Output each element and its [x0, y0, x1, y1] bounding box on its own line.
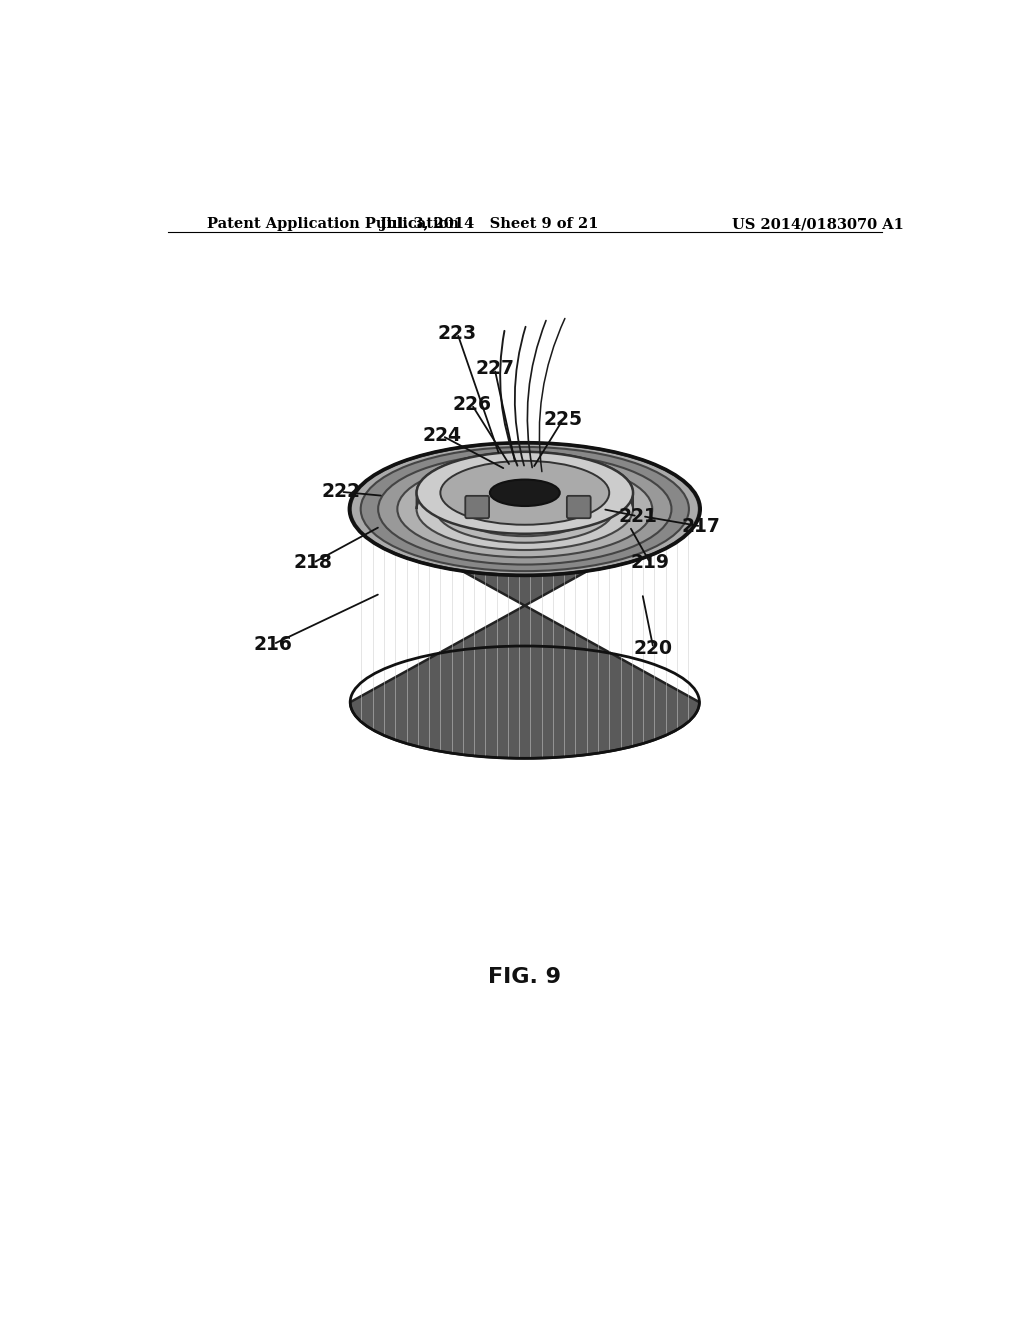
Text: 222: 222 [322, 482, 360, 502]
FancyBboxPatch shape [567, 496, 591, 519]
Text: 223: 223 [438, 323, 477, 343]
Ellipse shape [436, 475, 613, 543]
Ellipse shape [397, 461, 652, 557]
Text: Jul. 3, 2014   Sheet 9 of 21: Jul. 3, 2014 Sheet 9 of 21 [380, 218, 598, 231]
Text: 225: 225 [544, 411, 583, 429]
Ellipse shape [378, 454, 672, 565]
Text: 221: 221 [618, 507, 657, 525]
Text: Patent Application Publication: Patent Application Publication [207, 218, 460, 231]
Text: FIG. 9: FIG. 9 [488, 966, 561, 986]
Ellipse shape [489, 479, 560, 506]
Ellipse shape [454, 482, 596, 536]
Text: 227: 227 [475, 359, 514, 379]
Polygon shape [350, 444, 699, 758]
Ellipse shape [417, 451, 633, 533]
Text: 217: 217 [682, 517, 721, 536]
Text: 226: 226 [453, 395, 492, 414]
Ellipse shape [360, 447, 689, 572]
Ellipse shape [350, 444, 699, 576]
FancyBboxPatch shape [465, 496, 489, 519]
Text: 219: 219 [631, 553, 670, 573]
Ellipse shape [440, 461, 609, 525]
Ellipse shape [417, 469, 633, 550]
Text: 216: 216 [254, 635, 293, 653]
Text: 218: 218 [294, 553, 333, 573]
Text: US 2014/0183070 A1: US 2014/0183070 A1 [732, 218, 904, 231]
Text: 224: 224 [423, 426, 462, 445]
Polygon shape [417, 451, 633, 510]
Text: 220: 220 [634, 639, 673, 657]
